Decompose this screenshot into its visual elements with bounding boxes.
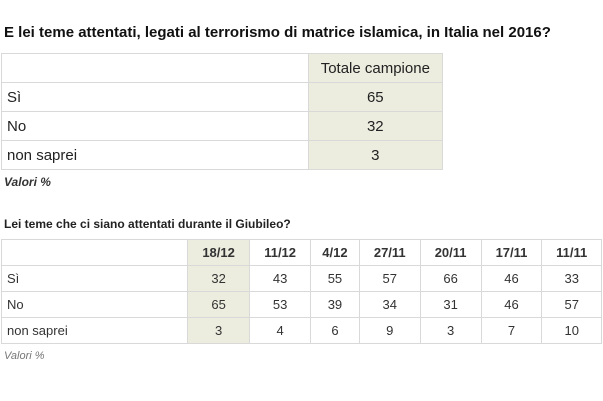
row-value: 32 bbox=[307, 111, 444, 141]
header-date: 11/11 bbox=[541, 239, 602, 266]
cell-value: 57 bbox=[541, 291, 602, 318]
note-valori-1: Valori % bbox=[4, 175, 51, 189]
table-row: Sì 32 43 55 57 66 46 33 bbox=[1, 265, 602, 292]
table-row: non saprei 3 4 6 9 3 7 10 bbox=[1, 317, 602, 344]
note-valori-2: Valori % bbox=[4, 350, 45, 362]
header-date: 11/12 bbox=[249, 239, 312, 266]
row-value: 3 bbox=[307, 140, 444, 170]
table-question-1: Totale campione Sì 65 No 32 non saprei 3 bbox=[1, 53, 444, 170]
header-date: 4/12 bbox=[310, 239, 360, 266]
cell-value: 31 bbox=[419, 291, 482, 318]
row-label: No bbox=[1, 291, 188, 318]
cell-value: 7 bbox=[480, 317, 543, 344]
cell-value: 39 bbox=[310, 291, 360, 318]
row-label: non saprei bbox=[1, 140, 309, 170]
cell-value: 46 bbox=[480, 291, 543, 318]
header-blank-cell bbox=[1, 53, 309, 83]
cell-value: 32 bbox=[186, 265, 251, 292]
table-header-row: Totale campione bbox=[1, 53, 444, 83]
cell-value: 65 bbox=[186, 291, 251, 318]
table-header-row: 18/12 11/12 4/12 27/11 20/11 17/11 11/11 bbox=[1, 239, 602, 266]
header-date: 17/11 bbox=[480, 239, 543, 266]
row-label: non saprei bbox=[1, 317, 188, 344]
row-label: No bbox=[1, 111, 309, 141]
cell-value: 3 bbox=[186, 317, 251, 344]
cell-value: 34 bbox=[358, 291, 421, 318]
cell-value: 53 bbox=[249, 291, 312, 318]
cell-value: 4 bbox=[249, 317, 312, 344]
cell-value: 57 bbox=[358, 265, 421, 292]
cell-value: 46 bbox=[480, 265, 543, 292]
row-label: Sì bbox=[1, 265, 188, 292]
header-date: 20/11 bbox=[419, 239, 482, 266]
cell-value: 43 bbox=[249, 265, 312, 292]
row-label: Sì bbox=[1, 82, 309, 112]
cell-value: 9 bbox=[358, 317, 421, 344]
cell-value: 55 bbox=[310, 265, 360, 292]
cell-value: 6 bbox=[310, 317, 360, 344]
cell-value: 10 bbox=[541, 317, 602, 344]
question-1-title: E lei teme attentati, legati al terroris… bbox=[4, 24, 551, 41]
cell-value: 66 bbox=[419, 265, 482, 292]
question-2-title: Lei teme che ci siano attentati durante … bbox=[4, 217, 291, 231]
table-question-2: 18/12 11/12 4/12 27/11 20/11 17/11 11/11… bbox=[1, 239, 602, 344]
table-row: Sì 65 bbox=[1, 82, 444, 112]
table-row: No 32 bbox=[1, 111, 444, 141]
header-totale-campione: Totale campione bbox=[307, 53, 444, 83]
table-row: non saprei 3 bbox=[1, 140, 444, 170]
header-blank-cell bbox=[1, 239, 188, 266]
cell-value: 3 bbox=[419, 317, 482, 344]
row-value: 65 bbox=[307, 82, 444, 112]
header-date: 27/11 bbox=[358, 239, 421, 266]
header-date: 18/12 bbox=[186, 239, 251, 266]
cell-value: 33 bbox=[541, 265, 602, 292]
table-row: No 65 53 39 34 31 46 57 bbox=[1, 291, 602, 318]
